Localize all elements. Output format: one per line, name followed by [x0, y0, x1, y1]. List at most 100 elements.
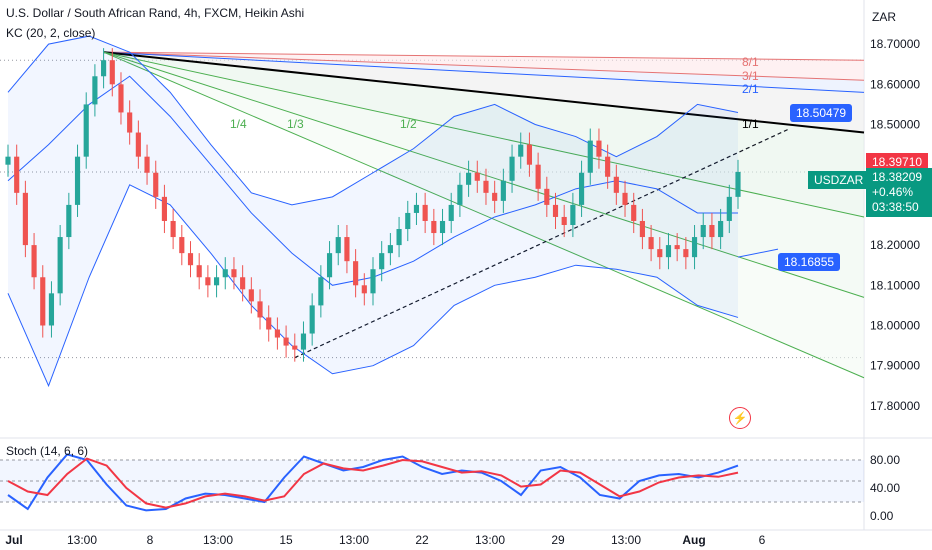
candle: [292, 345, 298, 350]
candle: [5, 156, 11, 165]
candle: [127, 112, 133, 133]
candle: [335, 237, 341, 254]
candle: [431, 220, 437, 234]
fan-line-2/1: [103, 51, 865, 93]
fan-label-1/1: 1/1: [742, 117, 759, 131]
keltner-lower: [7, 184, 739, 388]
candle: [257, 301, 263, 318]
candle: [665, 245, 672, 258]
candle: [187, 253, 194, 266]
price-tick: 18.20000: [870, 238, 920, 252]
candle: [135, 132, 141, 157]
candle: [613, 176, 619, 193]
candle: [326, 253, 333, 278]
current-price: 18.38209: [872, 170, 923, 184]
lower-target-label[interactable]: 18.16855: [778, 253, 841, 271]
fan-label-3/1: 3/1: [742, 69, 759, 83]
upper-target-label[interactable]: 18.50479: [790, 104, 853, 122]
price-tick: 17.90000: [870, 359, 920, 373]
candle: [300, 333, 307, 350]
candle: [48, 293, 55, 326]
candle: [396, 229, 402, 246]
candle: [552, 204, 559, 217]
candle: [31, 245, 37, 278]
candle: [631, 204, 637, 221]
fan-label-1/3: 1/3: [287, 117, 304, 131]
candle: [109, 60, 115, 85]
bar-countdown: 03:38:50: [872, 200, 919, 214]
candle: [413, 204, 420, 213]
candle: [700, 225, 706, 238]
candle: [657, 249, 663, 258]
candle: [439, 220, 446, 234]
candle: [40, 277, 46, 326]
fan-line-1/4: [103, 51, 865, 379]
currency-label: ZAR: [872, 10, 896, 24]
fan-label-8/1: 8/1: [742, 55, 759, 69]
time-tick: 29: [551, 533, 565, 547]
candle: [639, 220, 645, 238]
time-tick: 15: [279, 533, 293, 547]
time-tick: Jul: [5, 533, 22, 547]
price-tick: 18.60000: [870, 77, 920, 91]
time-tick: 13:00: [475, 533, 505, 547]
candle: [144, 156, 150, 173]
candle: [526, 144, 533, 165]
candle: [448, 204, 454, 221]
lightning-icon[interactable]: ⚡: [729, 407, 751, 429]
time-tick: 13:00: [203, 533, 233, 547]
candle: [14, 156, 20, 193]
lower-target-leader: [737, 248, 779, 258]
candle: [561, 216, 567, 225]
price-tick: 17.80000: [870, 399, 920, 413]
candle: [457, 184, 463, 205]
candle: [353, 261, 359, 286]
fan-label-1/2: 1/2: [400, 117, 417, 131]
candle: [605, 156, 611, 177]
stoch-pane: [0, 453, 864, 512]
stoch-tick: 80.00: [870, 453, 900, 467]
stoch-tick: 0.00: [870, 509, 894, 523]
candle: [544, 188, 550, 205]
candle: [683, 249, 689, 258]
candle: [153, 172, 159, 197]
candle: [274, 329, 280, 338]
last-close-label: 18.39710: [866, 153, 929, 171]
price-tick: 18.50000: [870, 118, 920, 132]
candles: [5, 48, 741, 362]
candle: [509, 156, 515, 181]
candle: [205, 277, 211, 286]
candle: [231, 269, 237, 278]
candle: [691, 237, 698, 258]
gann-fan: 8/13/12/1 1/1 1/2 1/3 1/4: [103, 51, 865, 379]
fan-line-8/1: [103, 51, 865, 61]
fan-line-3/1: [103, 51, 865, 81]
symbol-label: USDZAR: [808, 171, 870, 189]
candle: [22, 192, 28, 246]
price-tick: 18.70000: [870, 37, 920, 51]
time-tick: 8: [147, 533, 154, 547]
chart-title: U.S. Dollar / South African Rand, 4h, FX…: [6, 6, 305, 20]
candle: [266, 317, 272, 330]
stoch-k-line: [7, 453, 739, 512]
candle: [474, 172, 480, 181]
candle: [422, 204, 428, 221]
candle: [492, 192, 498, 201]
candle: [101, 60, 107, 77]
candle: [248, 289, 254, 302]
time-tick: Aug: [682, 533, 705, 547]
candle: [370, 269, 376, 294]
candle: [196, 265, 202, 278]
price-tick: 18.00000: [870, 318, 920, 332]
price-change: +0.46%: [872, 185, 914, 199]
time-tick: 13:00: [611, 533, 641, 547]
candle: [518, 144, 524, 157]
candle: [596, 140, 602, 157]
current-price-block: 18.38209 +0.46% 03:38:50: [866, 168, 932, 217]
candle: [344, 237, 350, 262]
candle: [240, 277, 246, 290]
candle: [170, 220, 176, 238]
time-tick: 13:00: [67, 533, 97, 547]
candle: [161, 196, 168, 221]
